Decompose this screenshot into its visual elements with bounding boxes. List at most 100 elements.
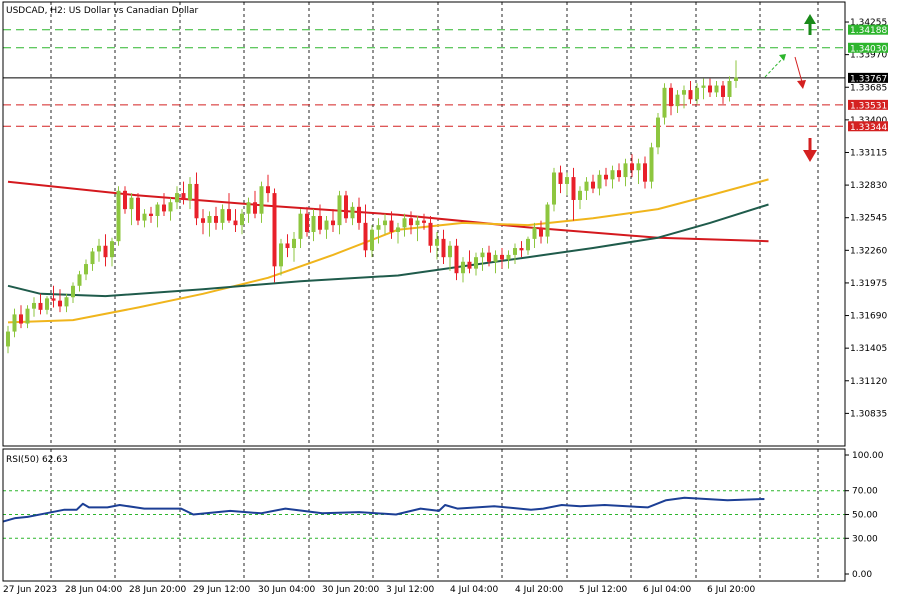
bullish-candle: [77, 274, 82, 286]
bullish-candle: [734, 77, 738, 81]
rsi-tick-label: 50.00: [852, 511, 878, 521]
bearish-candle: [539, 227, 543, 237]
rsi-line: [2, 496, 765, 523]
bullish-candle: [298, 213, 303, 239]
bullish-candle: [565, 177, 569, 184]
bearish-candle: [643, 163, 647, 182]
y-tick-label: 1.31405: [850, 344, 887, 354]
bullish-candle: [97, 245, 101, 252]
bearish-candle: [571, 177, 576, 200]
bullish-candle: [578, 190, 582, 200]
bullish-candle: [350, 206, 355, 219]
x-tick-label: 28 Jun 04:00: [65, 585, 122, 595]
bearish-candle: [194, 183, 199, 219]
bullish-candle: [584, 181, 589, 191]
bullish-candle: [675, 94, 680, 107]
bullish-candle: [25, 308, 30, 324]
bearish-candle: [253, 202, 257, 214]
y-tick-label: 1.33970: [850, 51, 887, 61]
y-tick-label: 1.31975: [850, 279, 887, 289]
price-level-label: 1.33531: [850, 101, 887, 111]
x-tick-label: 29 Jun 12:00: [193, 585, 250, 595]
bearish-candle: [233, 220, 238, 226]
bearish-candle: [467, 261, 472, 269]
y-tick-label: 1.33685: [850, 83, 887, 93]
bullish-candle: [545, 204, 550, 237]
bearish-candle: [344, 195, 348, 219]
forecast-down-head-icon: [797, 80, 806, 89]
bearish-candle: [201, 218, 205, 223]
bullish-candle: [597, 174, 602, 189]
rsi-tick-label: 100.00: [852, 451, 884, 461]
bearish-candle: [272, 193, 277, 267]
bullish-candle: [155, 204, 160, 216]
y-tick-label: 1.31120: [850, 377, 887, 387]
x-tick-label: 4 Jul 04:00: [450, 585, 499, 595]
bearish-candle: [266, 186, 270, 194]
bearish-candle: [103, 245, 108, 258]
bullish-candle: [259, 186, 264, 214]
x-tick-label: 4 Jul 20:00: [515, 585, 564, 595]
forecast-up-dash-icon: [764, 56, 785, 78]
moving-average-green: [7, 203, 769, 298]
arrow-layer: [764, 14, 817, 162]
y-tick-label: 1.32260: [850, 246, 887, 256]
up-arrow-head-icon: [804, 14, 816, 24]
bullish-candle: [727, 80, 732, 97]
price-level-tag: [848, 121, 888, 132]
bearish-candle: [604, 174, 608, 180]
bearish-candle: [363, 222, 368, 251]
bullish-candle: [435, 238, 439, 246]
bearish-candle: [630, 163, 634, 171]
bullish-candle: [714, 85, 719, 93]
y-tick-label: 1.30835: [850, 409, 887, 419]
bullish-candle: [240, 213, 244, 226]
y-tick-label: 1.31690: [850, 312, 887, 322]
bullish-candle: [168, 202, 173, 212]
current-price-tag: [848, 72, 888, 83]
bullish-candle: [701, 85, 706, 88]
bullish-candle: [383, 220, 387, 226]
bullish-candle: [142, 213, 147, 221]
bullish-candle: [110, 241, 114, 258]
bearish-candle: [181, 193, 186, 200]
bullish-candle: [649, 147, 654, 182]
bullish-candle: [64, 297, 69, 307]
rsi-tick-label: 70.00: [852, 487, 878, 497]
bearish-candle: [617, 170, 621, 178]
price-level-tag: [848, 99, 888, 110]
x-tick-label: 30 Jun 04:00: [258, 585, 315, 595]
bearish-candle: [136, 197, 140, 221]
y-tick-label: 1.32830: [850, 181, 887, 191]
axis-layer: 27 Jun 2023 28 Jun 04:00 28 Jun 20:00 29 Ju…: [3, 18, 888, 595]
bullish-candle: [175, 193, 179, 203]
bearish-candle: [318, 215, 322, 230]
bearish-candle: [162, 204, 166, 212]
bearish-candle: [708, 85, 712, 93]
bullish-candle: [337, 195, 342, 226]
bullish-candle: [32, 302, 36, 309]
x-tick-label: 27 Jun 2023: [3, 585, 57, 595]
bullish-candle: [682, 90, 686, 95]
x-tick-label: 6 Jul 04:00: [643, 585, 692, 595]
bearish-candle: [558, 172, 563, 184]
bullish-candle: [480, 252, 485, 258]
bullish-candle: [129, 197, 134, 210]
bullish-candle: [526, 238, 530, 251]
bullish-candle: [71, 285, 75, 298]
bearish-candle: [227, 209, 231, 221]
bullish-candle: [116, 190, 121, 242]
chart-title: USDCAD, H2: US Dollar vs Canadian Dollar: [6, 6, 199, 16]
bullish-candle: [12, 314, 17, 332]
bullish-candle: [246, 202, 251, 214]
bearish-candle: [331, 220, 335, 226]
bearish-candle: [428, 222, 433, 246]
y-tick-label: 1.34255: [850, 18, 887, 28]
x-tick-label: 6 Jul 20:00: [707, 585, 756, 595]
bullish-candle: [415, 220, 420, 226]
price-level-tag: [848, 42, 888, 53]
bearish-candle: [51, 298, 56, 301]
bearish-candle: [721, 85, 725, 97]
bearish-candle: [357, 206, 361, 223]
